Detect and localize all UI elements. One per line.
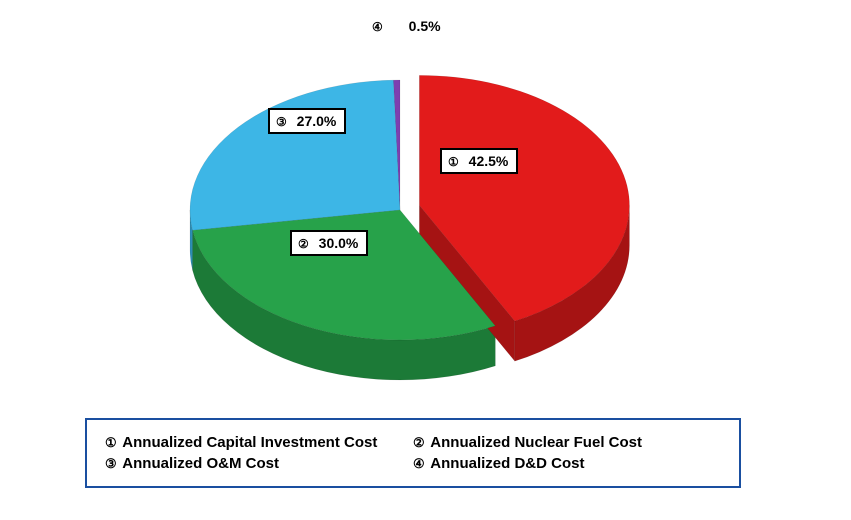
slice-2-label: ② 30.0%: [290, 230, 368, 256]
slice-1-marker: ①: [448, 155, 459, 169]
pie-chart-area: ④ 0.5% ① 42.5% ② 30.0% ③ 27.0%: [0, 0, 851, 400]
legend-4-marker: ④: [413, 456, 425, 472]
slice-3-label: ③ 27.0%: [268, 108, 346, 134]
figure-root: ④ 0.5% ① 42.5% ② 30.0% ③ 27.0% ① Annuali…: [0, 0, 851, 520]
slice-3-value: 27.0%: [297, 113, 337, 129]
legend-2-text: Annualized Nuclear Fuel Cost: [430, 434, 642, 451]
slice-1-label: ① 42.5%: [440, 148, 518, 174]
slice-2-marker: ②: [298, 237, 309, 251]
legend-row: ① Annualized Capital Investment Cost ② A…: [105, 432, 721, 474]
pie-chart-svg: [0, 0, 851, 400]
legend-item-2: ② Annualized Nuclear Fuel Cost: [413, 432, 721, 453]
slice-4-value: 0.5%: [409, 18, 441, 34]
legend-3-text: Annualized O&M Cost: [122, 455, 279, 472]
legend-item-1: ① Annualized Capital Investment Cost: [105, 432, 413, 453]
legend-1-marker: ①: [105, 435, 117, 451]
legend: ① Annualized Capital Investment Cost ② A…: [85, 418, 741, 488]
slice-4-marker: ④: [372, 20, 383, 34]
slice-2-value: 30.0%: [319, 235, 359, 251]
legend-item-4: ④ Annualized D&D Cost: [413, 453, 721, 474]
legend-1-text: Annualized Capital Investment Cost: [122, 434, 377, 451]
slice-4-callout: ④ 0.5%: [372, 18, 441, 34]
legend-item-3: ③ Annualized O&M Cost: [105, 453, 413, 474]
slice-3-marker: ③: [276, 115, 287, 129]
legend-3-marker: ③: [105, 456, 117, 472]
legend-4-text: Annualized D&D Cost: [430, 455, 584, 472]
slice-1-value: 42.5%: [469, 153, 509, 169]
legend-2-marker: ②: [413, 435, 425, 451]
